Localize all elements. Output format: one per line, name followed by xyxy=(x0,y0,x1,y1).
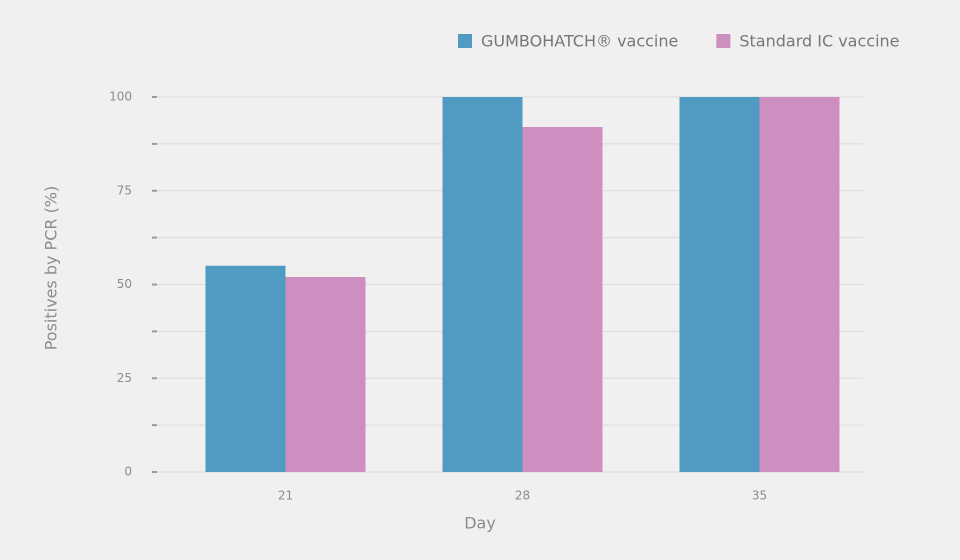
legend-swatch xyxy=(458,34,472,48)
y-tick-label: 100 xyxy=(109,90,132,104)
y-tick-label: 75 xyxy=(117,183,132,197)
x-axis-title: Day xyxy=(464,514,496,533)
x-tick-label: 35 xyxy=(752,489,767,503)
bar xyxy=(679,97,760,472)
x-tick-label: 21 xyxy=(278,489,293,503)
x-tick-label: 28 xyxy=(515,489,530,503)
legend-label: GUMBOHATCH® vaccine xyxy=(481,32,678,51)
bar xyxy=(205,265,286,472)
y-tick-label: 25 xyxy=(117,371,132,385)
bar xyxy=(759,97,840,472)
legend-label: Standard IC vaccine xyxy=(739,32,899,51)
y-tick-label: 50 xyxy=(117,277,132,291)
bar xyxy=(442,97,523,472)
legend-swatch xyxy=(716,34,731,48)
bar xyxy=(522,127,603,472)
y-tick-label: 0 xyxy=(124,465,132,479)
y-axis-title: Positives by PCR (%) xyxy=(42,186,61,351)
bar xyxy=(285,277,366,472)
